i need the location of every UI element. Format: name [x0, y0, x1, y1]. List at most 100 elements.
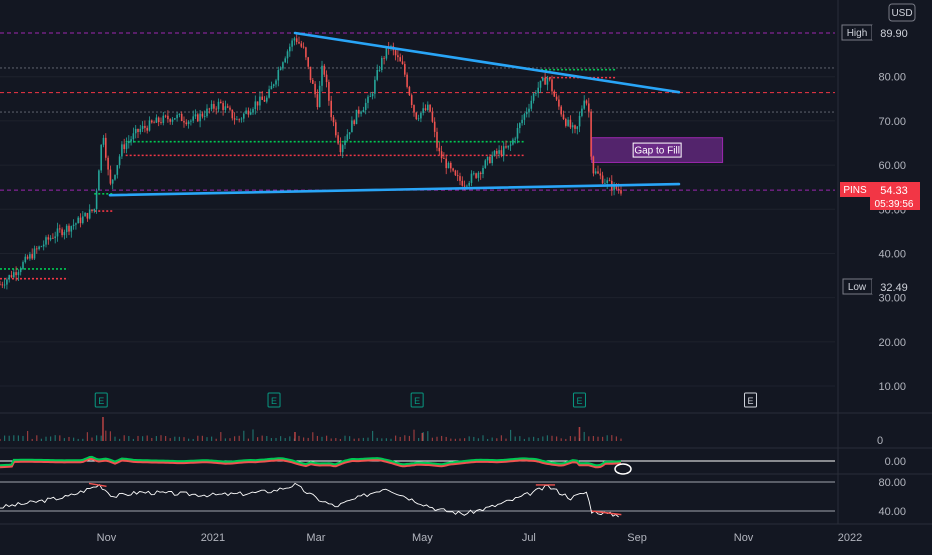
candle-body	[111, 179, 114, 184]
volume-bar	[284, 438, 286, 441]
candle-body	[470, 173, 473, 183]
volume-bar	[289, 436, 291, 441]
candle-body	[620, 189, 622, 194]
candle-body	[420, 112, 422, 119]
currency-button[interactable]: USD	[888, 3, 916, 22]
candle-body	[275, 80, 277, 85]
gap-to-fill-label: Gap to Fill	[634, 146, 680, 157]
volume-bar	[565, 438, 567, 441]
candle-body	[222, 103, 224, 110]
candle-body	[475, 173, 477, 178]
candles	[0, 34, 622, 290]
candle-body	[121, 144, 123, 157]
candle-body	[374, 79, 376, 94]
candle-body	[105, 137, 107, 158]
candle-body	[277, 70, 280, 81]
candle-body	[231, 109, 234, 119]
candle-body	[197, 114, 199, 122]
candle-body	[178, 113, 181, 115]
candle-body	[594, 171, 597, 174]
candle-body	[226, 106, 229, 108]
candle-body	[613, 184, 615, 191]
candle-body	[1, 284, 4, 286]
candle-body	[56, 228, 59, 237]
volume-bar	[597, 436, 599, 441]
price-tick-label: 80.00	[878, 72, 906, 84]
candle-body	[164, 115, 167, 117]
volume-bar	[206, 437, 208, 441]
horizontal-levels	[0, 32, 835, 280]
candle-body	[440, 151, 443, 159]
price-tick-label: 70.00	[878, 116, 906, 128]
volume-spike	[294, 432, 296, 441]
volume-bar	[367, 437, 369, 441]
volume-bar	[298, 435, 300, 441]
volume-bar	[128, 435, 130, 441]
volume-bar	[123, 435, 125, 441]
candle-body	[397, 55, 399, 58]
candle-body	[24, 256, 27, 263]
volume-tick-label: 0	[877, 435, 883, 447]
candle-body	[33, 248, 36, 259]
volume-bar	[395, 435, 397, 441]
candle-body	[337, 135, 339, 144]
volume-bar	[450, 438, 452, 441]
volume-bar	[27, 430, 29, 441]
candle-body	[65, 225, 68, 233]
volume-bar	[197, 435, 199, 441]
volume-bar	[399, 436, 401, 441]
volume-bar	[358, 438, 360, 441]
candle-body	[79, 217, 82, 224]
earnings-icon-label: E	[271, 396, 277, 406]
candle-body	[484, 160, 487, 169]
candle-body	[410, 95, 413, 106]
candle-body	[447, 162, 450, 169]
volume-bar	[73, 437, 75, 441]
volume-bar	[183, 437, 185, 441]
volume-bar	[303, 437, 305, 441]
candle-body	[477, 172, 480, 178]
indicator1-signal-line	[0, 456, 622, 469]
candle-body	[415, 112, 418, 120]
last-price-tag: PINS 54.33 05:39:56	[840, 182, 920, 210]
candle-body	[452, 168, 454, 171]
volume-bar	[427, 431, 429, 441]
candle-body	[272, 84, 275, 87]
candle-body	[36, 248, 38, 250]
volume-bar	[514, 436, 516, 441]
volume-bar	[537, 438, 539, 441]
volume-bar	[114, 436, 116, 441]
candle-body	[401, 61, 404, 65]
candle-body	[229, 107, 231, 110]
volume-bar	[63, 438, 65, 441]
candle-body	[42, 244, 45, 247]
candle-body	[59, 228, 61, 230]
indicator2-line	[0, 482, 619, 518]
candle-body	[548, 77, 551, 80]
candle-body	[578, 115, 581, 127]
candle-body	[367, 96, 369, 103]
candle-body	[417, 118, 420, 120]
trendline	[108, 182, 681, 197]
candle-body	[174, 118, 176, 120]
grid	[0, 0, 932, 525]
volume-bar	[321, 436, 323, 441]
volume-bar	[519, 436, 521, 441]
price-tick-label: 40.00	[878, 248, 906, 260]
candle-body	[180, 113, 183, 122]
candle-body	[203, 116, 206, 117]
time-tick-label: 2021	[201, 532, 225, 544]
price-tick-label: 10.00	[878, 381, 906, 393]
candle-body	[238, 119, 240, 121]
volume-bar	[376, 437, 378, 441]
candle-body	[339, 143, 342, 153]
candle-body	[52, 237, 54, 239]
earnings-icon	[572, 392, 586, 408]
candle-body	[199, 113, 201, 122]
volume-bar	[422, 432, 424, 441]
candle-body	[217, 101, 220, 110]
candle-body	[153, 122, 155, 124]
candle-body	[100, 144, 102, 171]
indicator2-oversold-segment	[591, 510, 622, 516]
candle-body	[167, 115, 169, 120]
